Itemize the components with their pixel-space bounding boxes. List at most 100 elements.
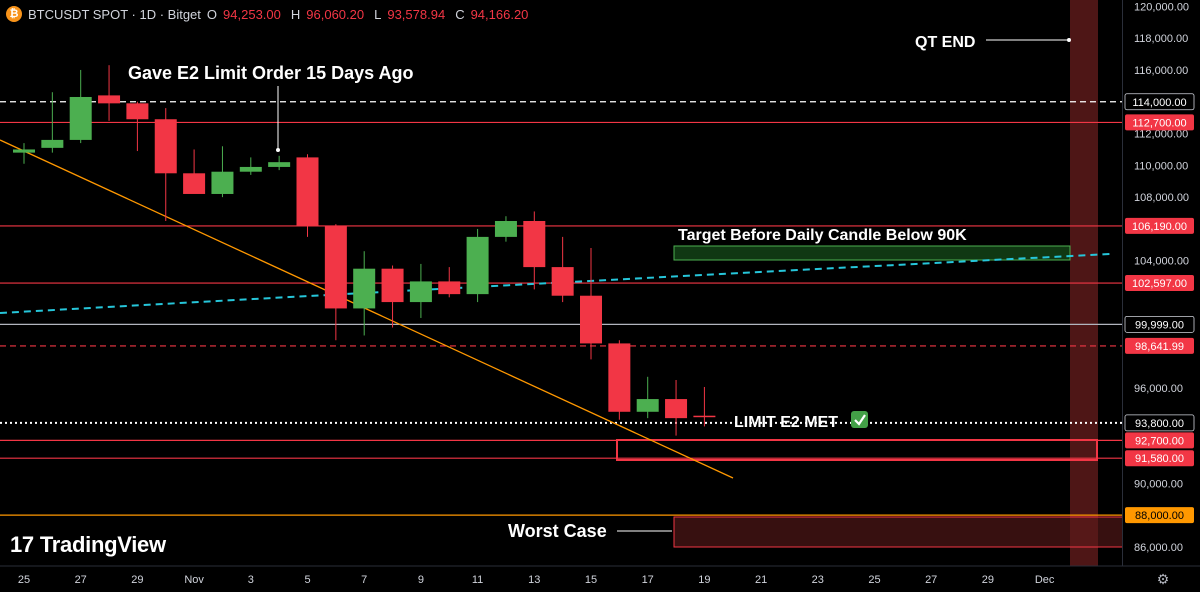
gear-icon[interactable]: ⚙	[1156, 571, 1170, 587]
close-value: 94,166.20	[470, 6, 529, 22]
time-tick-label: 5	[304, 574, 310, 586]
candle-body[interactable]	[381, 268, 404, 303]
candle-body[interactable]	[494, 220, 517, 237]
candle-body[interactable]	[409, 281, 432, 303]
candle-body[interactable]	[268, 162, 291, 167]
candle-body[interactable]	[211, 171, 234, 194]
candle-body[interactable]	[69, 96, 92, 140]
price-badge	[1125, 432, 1194, 449]
candle-body[interactable]	[636, 399, 659, 412]
time-tick-label: 29	[131, 574, 143, 586]
candle-body[interactable]	[353, 268, 376, 309]
candle-body[interactable]	[296, 157, 319, 226]
moving-average-line	[0, 253, 1111, 314]
price-tick-label: 86,000.00	[1134, 542, 1183, 554]
high-label: H	[290, 6, 301, 22]
time-tick-label: 9	[418, 574, 424, 586]
bitcoin-icon: ₿	[6, 6, 22, 22]
price-tick-label: 110,000.00	[1134, 160, 1188, 172]
time-tick-label: Dec	[1035, 574, 1055, 586]
target-annotation: Target Before Daily Candle Below 90K	[678, 227, 967, 244]
qt-end-pointer-dot	[1067, 38, 1071, 42]
price-badge-label: 91,580.00	[1135, 453, 1184, 465]
price-badge	[1124, 315, 1195, 333]
price-badge-label: 112,700.00	[1132, 117, 1186, 129]
candle-body[interactable]	[324, 225, 347, 309]
price-badge-label: 98,641.99	[1135, 341, 1184, 353]
time-tick-label: 15	[585, 574, 597, 586]
gave-order-pointer-dot	[276, 148, 280, 152]
open-value: 94,253.00	[223, 6, 281, 22]
worst-case-zone	[673, 516, 1125, 548]
candle-body[interactable]	[665, 399, 688, 419]
time-tick-label: 23	[812, 574, 824, 586]
check-mark-icon	[851, 411, 868, 428]
low-value: 93,578.94	[387, 6, 446, 22]
time-tick-label: 13	[528, 574, 540, 586]
candles	[13, 65, 716, 436]
target-zone	[673, 245, 1071, 261]
price-tick-label: 96,000.00	[1134, 383, 1183, 395]
time-axis[interactable]: 25 27 29 Nov 3 5 7 9 11 13 15 17 19 21 23 25 27 29 Dec	[18, 574, 1055, 586]
high-value: 96,060.20	[306, 6, 365, 22]
price-tick-label: 120,000.00	[1134, 1, 1189, 13]
time-tick-label: 19	[698, 574, 710, 586]
candle-body[interactable]	[13, 149, 35, 153]
descending-trendline	[0, 139, 734, 479]
time-tick-label: 29	[982, 574, 994, 586]
time-tick-label: 27	[75, 574, 87, 586]
symbol-title[interactable]: BTCUSDT SPOT · 1D · Bitget	[28, 6, 201, 22]
tradingview-mark-icon: 17	[10, 532, 34, 557]
price-badge-label: 92,700.00	[1135, 435, 1184, 447]
price-scale[interactable]: 120,000.00 118,000.00 116,000.00 112,000.00…	[1122, 0, 1200, 592]
price-badge-label: 102,597.00	[1132, 278, 1187, 290]
time-tick-label: 25	[18, 574, 30, 586]
candle-body[interactable]	[183, 173, 206, 194]
time-tick-label: 21	[755, 574, 767, 586]
candle-body[interactable]	[41, 139, 64, 148]
price-badge-label: 114,000.00	[1132, 97, 1186, 109]
candle-body[interactable]	[438, 281, 461, 295]
price-badge-label: 88,000.00	[1135, 510, 1184, 522]
price-badge	[1125, 337, 1194, 354]
candle-body[interactable]	[239, 166, 262, 172]
price-scale-background	[1122, 0, 1200, 592]
time-tick-label: 27	[925, 574, 937, 586]
price-tick-label: 108,000.00	[1134, 192, 1189, 204]
price-badge-label: 106,190.00	[1132, 221, 1187, 233]
candle-body[interactable]	[126, 103, 149, 120]
price-badge-label: 93,800.00	[1135, 418, 1184, 430]
price-tick-label: 90,000.00	[1134, 478, 1183, 490]
tradingview-logo: 17 TradingView	[10, 532, 166, 558]
price-tick-label: 104,000.00	[1134, 256, 1189, 268]
tradingview-logo-text: TradingView	[39, 532, 166, 557]
price-badge	[1125, 114, 1194, 131]
time-tick-label: 3	[248, 574, 254, 586]
candle-body[interactable]	[580, 295, 602, 344]
price-tick-label: 112,000.00	[1134, 129, 1188, 141]
candle-body[interactable]	[466, 236, 489, 295]
candle-body[interactable]	[154, 119, 177, 174]
price-badge	[1125, 450, 1194, 467]
low-label: L	[374, 6, 382, 22]
close-label: C	[455, 6, 465, 22]
time-tick-label: 7	[361, 574, 367, 586]
time-tick-label: 17	[642, 574, 654, 586]
candle-body[interactable]	[693, 415, 716, 418]
price-badge	[1125, 275, 1194, 292]
gave-order-annotation: Gave E2 Limit Order 15 Days Ago	[128, 63, 413, 83]
price-tick-label: 118,000.00	[1134, 33, 1188, 45]
candle-body[interactable]	[523, 220, 546, 268]
time-tick-label: Nov	[184, 574, 204, 586]
time-tick-label: 11	[472, 574, 483, 586]
open-label: O	[206, 6, 218, 22]
price-badge	[1124, 93, 1195, 111]
candle-body[interactable]	[608, 343, 631, 412]
qt-end-annotation: QT END	[915, 34, 975, 51]
price-badge-label: 99,999.00	[1135, 319, 1184, 331]
candle-body[interactable]	[98, 95, 121, 104]
worst-case-annotation: Worst Case	[508, 521, 607, 541]
candle-body[interactable]	[551, 267, 574, 296]
time-tick-label: 25	[868, 574, 880, 586]
